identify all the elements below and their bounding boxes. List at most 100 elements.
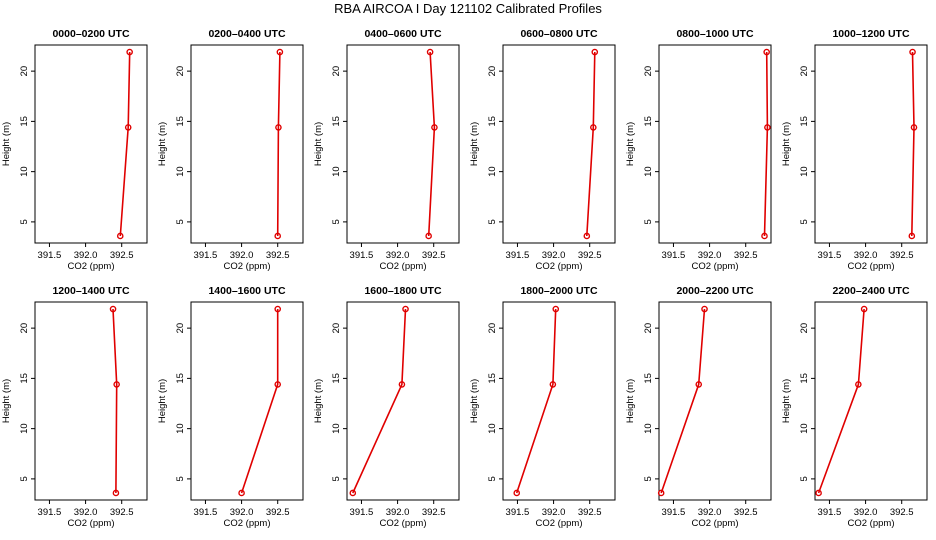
figure-title: RBA AIRCOA I Day 121102 Calibrated Profi… [334, 1, 602, 16]
x-tick-label: 391.5 [818, 250, 842, 261]
y-tick-label: 20 [799, 323, 810, 334]
y-tick-label: 5 [19, 476, 30, 481]
y-axis-label: Height (m) [1, 379, 12, 423]
x-axis-label: CO2 (ppm) [224, 261, 271, 272]
x-tick-label: 391.5 [38, 507, 62, 518]
y-tick-label: 10 [643, 166, 654, 177]
y-axis-label: Height (m) [469, 379, 480, 423]
profile-point [657, 489, 665, 497]
x-axis-label: CO2 (ppm) [68, 261, 115, 272]
x-tick-label: 392.5 [734, 250, 758, 261]
x-axis-label: CO2 (ppm) [68, 518, 115, 529]
y-tick-label: 15 [331, 116, 342, 127]
plot-frame [814, 44, 928, 244]
y-tick-label: 10 [799, 423, 810, 434]
y-tick-label: 10 [19, 166, 30, 177]
x-tick-label: 392.0 [854, 507, 878, 518]
profile-point [860, 305, 868, 313]
y-tick-label: 10 [331, 423, 342, 434]
profile-point [764, 124, 771, 131]
profile-point [402, 305, 409, 313]
y-tick-label: 20 [331, 323, 342, 334]
x-tick-label: 391.5 [194, 250, 218, 261]
profile-panel: 0200–0400 UTC 391.5 392.0 392.5 5 10 15 20 CO2 (… [157, 28, 304, 272]
profile-line [515, 308, 557, 494]
profile-point [763, 48, 770, 56]
plot-frame [658, 44, 772, 244]
x-tick-label: 392.0 [74, 250, 98, 261]
y-axis-label: Height (m) [469, 122, 480, 166]
y-tick-label: 5 [643, 476, 654, 481]
y-tick-label: 20 [487, 323, 498, 334]
profile-point [112, 489, 120, 497]
x-axis-label: CO2 (ppm) [536, 518, 583, 529]
profile-panel: 0400–0600 UTC 391.5 392.0 392.5 5 10 15 20 CO2 (… [313, 28, 460, 272]
profile-line [660, 308, 706, 494]
y-tick-label: 5 [799, 476, 810, 481]
plot-frame [34, 301, 148, 501]
y-axis-label: Height (m) [781, 122, 792, 166]
panel-title: 1200–1400 UTC [52, 285, 129, 297]
profile-line [763, 51, 769, 237]
profile-line [586, 51, 596, 237]
y-tick-label: 10 [175, 423, 186, 434]
y-tick-label: 10 [331, 166, 342, 177]
profile-point [124, 124, 132, 131]
profile-point [349, 489, 357, 497]
y-tick-label: 5 [19, 219, 30, 224]
plot-frame [814, 301, 928, 501]
profile-line [240, 309, 279, 494]
x-tick-label: 392.5 [110, 250, 134, 261]
profile-point [398, 381, 406, 388]
profile-point [426, 48, 434, 56]
x-axis-label: CO2 (ppm) [848, 518, 895, 529]
profile-point [274, 305, 282, 313]
x-tick-label: 392.0 [230, 250, 254, 261]
x-tick-label: 392.5 [110, 507, 134, 518]
x-tick-label: 391.5 [506, 250, 530, 261]
plot-frame [190, 44, 304, 244]
profile-point [910, 124, 918, 131]
y-tick-label: 5 [643, 219, 654, 224]
x-tick-label: 392.0 [386, 250, 410, 261]
y-tick-label: 15 [487, 116, 498, 127]
y-tick-label: 5 [487, 219, 498, 224]
y-tick-label: 5 [175, 476, 186, 481]
y-tick-label: 10 [175, 166, 186, 177]
x-tick-label: 391.5 [38, 250, 62, 261]
profile-point [583, 232, 591, 240]
x-tick-label: 391.5 [662, 250, 686, 261]
profile-point [513, 489, 521, 497]
plot-frame [190, 301, 304, 501]
x-tick-label: 391.5 [350, 507, 374, 518]
y-axis-label: Height (m) [157, 379, 168, 423]
x-tick-label: 392.5 [578, 250, 602, 261]
profile-point [274, 232, 282, 240]
y-axis-label: Height (m) [625, 379, 636, 423]
profile-panel: 0800–1000 UTC 391.5 392.0 392.5 5 10 15 20 CO2 (… [625, 28, 772, 272]
panel-title: 0800–1000 UTC [676, 28, 753, 40]
profile-panel: 1600–1800 UTC 391.5 392.0 392.5 5 10 15 20 CO2 (… [313, 285, 460, 529]
x-tick-label: 392.0 [542, 507, 566, 518]
x-tick-label: 392.5 [734, 507, 758, 518]
y-axis-label: Height (m) [1, 122, 12, 166]
profile-point [695, 381, 703, 388]
y-tick-label: 5 [331, 476, 342, 481]
profile-point [590, 124, 597, 131]
profile-line [276, 51, 281, 237]
x-tick-label: 391.5 [194, 507, 218, 518]
x-tick-label: 392.0 [74, 507, 98, 518]
x-axis-label: CO2 (ppm) [380, 518, 427, 529]
profile-line [112, 308, 118, 494]
y-tick-label: 20 [643, 323, 654, 334]
panel-title: 0000–0200 UTC [52, 28, 129, 40]
y-tick-label: 15 [19, 116, 30, 127]
x-tick-label: 392.5 [890, 250, 914, 261]
x-tick-label: 392.5 [422, 507, 446, 518]
y-tick-label: 5 [175, 219, 186, 224]
y-tick-label: 10 [487, 166, 498, 177]
y-tick-label: 5 [331, 219, 342, 224]
y-tick-label: 20 [643, 66, 654, 77]
